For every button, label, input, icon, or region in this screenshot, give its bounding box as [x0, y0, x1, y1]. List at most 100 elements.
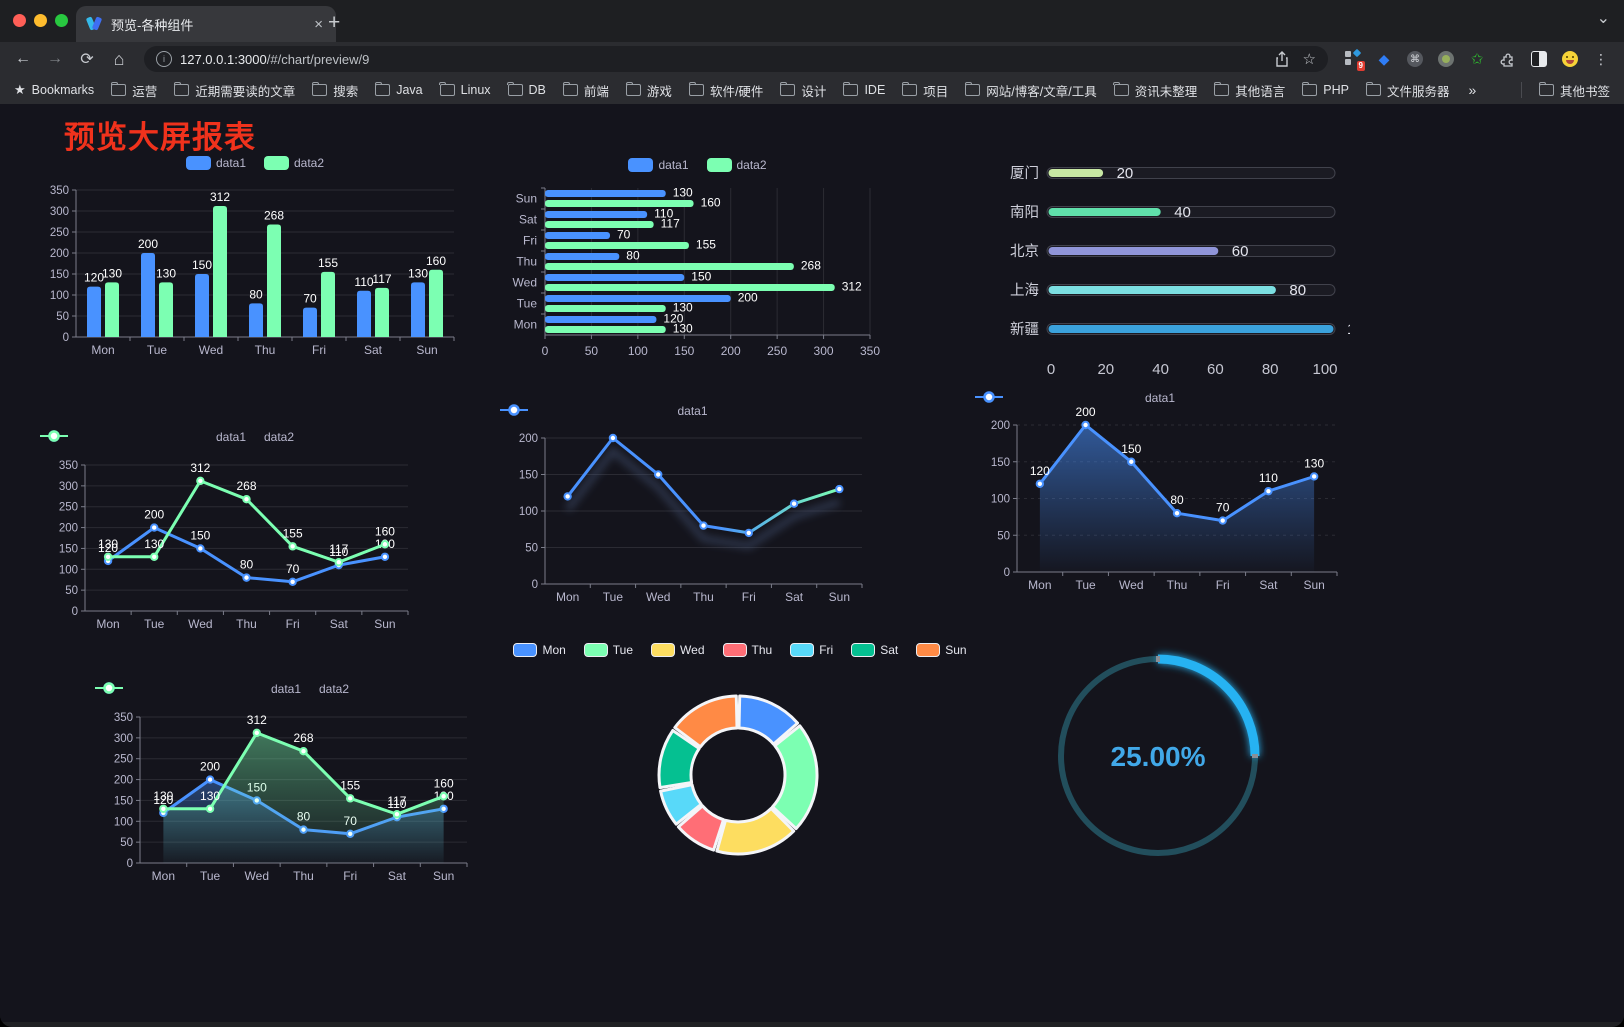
svg-text:110: 110: [354, 275, 373, 289]
extension-kite-icon[interactable]: ◆: [1378, 50, 1390, 67]
dark-reader-icon[interactable]: [1530, 50, 1548, 68]
svg-text:150: 150: [674, 344, 694, 358]
svg-text:150: 150: [59, 543, 78, 555]
chart-legend[interactable]: data1 data2: [505, 158, 890, 172]
close-window-button[interactable]: [13, 14, 26, 27]
svg-text:Sun: Sun: [516, 192, 537, 206]
progress-bar-chart[interactable]: 厦门 20 南阳 40 北京 60 上海 80 新疆 100 0 20 40 60 80 100: [995, 155, 1350, 387]
folder-icon: [439, 81, 455, 96]
svg-text:100: 100: [519, 506, 538, 518]
extension-star-icon[interactable]: ✩: [1470, 51, 1484, 68]
address-bar[interactable]: i 127.0.0.1:3000/#/chart/preview/9 ☆: [144, 46, 1328, 72]
svg-text:117: 117: [372, 272, 391, 286]
site-info-icon[interactable]: i: [156, 51, 172, 67]
bookmark-folder[interactable]: 运营: [110, 81, 157, 100]
chart-legend[interactable]: data1: [975, 391, 1345, 405]
browser-tab[interactable]: 预览-各种组件 ×: [76, 6, 336, 42]
home-button[interactable]: ⌂: [113, 48, 125, 69]
bookmark-folder[interactable]: Java: [374, 81, 423, 100]
donut-chart[interactable]: Mon Tue Wed Thu Fri Sat Sun: [513, 638, 967, 890]
svg-text:50: 50: [65, 585, 78, 597]
svg-text:40: 40: [1174, 204, 1191, 221]
bookmark-folder[interactable]: 项目: [901, 81, 948, 100]
extensions-puzzle-icon[interactable]: [1499, 50, 1517, 68]
share-icon[interactable]: [1275, 51, 1289, 67]
bookmark-folder[interactable]: 近期需要读的文章: [173, 81, 295, 100]
folder-icon: [688, 81, 704, 96]
extension-green-dot-icon[interactable]: [1437, 50, 1455, 68]
svg-text:130: 130: [144, 537, 164, 551]
svg-text:Sun: Sun: [433, 869, 454, 883]
bookmark-folder[interactable]: 软件/硬件: [688, 81, 763, 100]
bookmark-folder[interactable]: 设计: [780, 81, 826, 100]
svg-text:0: 0: [63, 332, 69, 344]
bookmark-folder[interactable]: 搜索: [311, 81, 358, 100]
extension-grid-icon[interactable]: 9: [1344, 48, 1365, 71]
chevron-down-icon[interactable]: ⌄: [1596, 10, 1610, 27]
extension-command-icon[interactable]: ⌘: [1406, 50, 1424, 68]
refresh-button[interactable]: ⟳: [80, 51, 94, 68]
bookmark-folder[interactable]: 前端: [562, 81, 609, 100]
svg-text:312: 312: [190, 461, 210, 475]
svg-text:130: 130: [156, 266, 176, 280]
svg-text:Sat: Sat: [1259, 578, 1278, 592]
folder-icon: [1538, 81, 1554, 96]
multi-line-chart[interactable]: 0 50 100 150 200 250 300 350 Mon Tue Wed Thu Fri Sat S…: [40, 425, 470, 639]
bookmark-folder[interactable]: 其他语言: [1213, 81, 1285, 100]
bookmark-folder[interactable]: DB: [507, 81, 546, 100]
chart-legend[interactable]: data1: [500, 404, 885, 418]
bookmarks-bar: ★ Bookmarks 运营 近期需要读的文章 搜索 Java Linux DB 前端 游戏软…: [0, 76, 1624, 104]
svg-text:80: 80: [1170, 493, 1184, 507]
svg-text:Sun: Sun: [374, 617, 395, 631]
bookmark-folder[interactable]: 网站/博客/文章/工具: [964, 81, 1097, 100]
svg-text:100: 100: [1347, 321, 1350, 338]
forward-button[interactable]: →: [47, 50, 63, 67]
svg-text:40: 40: [1152, 361, 1169, 378]
maximize-window-button[interactable]: [55, 14, 68, 27]
chart-legend[interactable]: data1 data2: [95, 682, 525, 696]
bookmarks-root[interactable]: ★ Bookmarks: [14, 82, 94, 98]
svg-text:Sat: Sat: [364, 343, 383, 357]
svg-text:Wed: Wed: [513, 276, 537, 290]
bookmark-star-icon[interactable]: ☆: [1302, 51, 1316, 68]
bookmark-folder[interactable]: 资讯未整理: [1113, 81, 1197, 100]
area-line-chart[interactable]: 0 50 100 150 200 Mon Tue Wed Thu Fri Sat Sun 120 200 1…: [975, 388, 1345, 600]
bookmark-folder[interactable]: 文件服务器: [1365, 81, 1449, 100]
svg-text:268: 268: [293, 731, 313, 745]
new-tab-button[interactable]: +: [328, 11, 341, 34]
svg-text:100: 100: [991, 494, 1010, 506]
emoji-extension-icon[interactable]: [1561, 50, 1579, 68]
page-title: 预览大屏报表: [64, 120, 256, 155]
gauge-chart[interactable]: 25.00%: [1040, 635, 1280, 885]
gradient-line-chart[interactable]: 0 50 100 150 200 Mon Tue Wed Thu Fri Sat Sun data1: [500, 398, 885, 612]
bookmarks-overflow-button[interactable]: »: [1468, 82, 1477, 98]
horizontal-bar-chart[interactable]: 0 50 100 150 200 250 300 350 Mon Tue Wed Thu Fri Sat S…: [505, 152, 890, 366]
other-bookmarks-button[interactable]: 其他书签: [1538, 81, 1610, 100]
svg-text:Sat: Sat: [785, 590, 804, 604]
multi-area-line-chart[interactable]: 0 50 100 150 200 250 300 350 Mon Tue Wed Thu Fri Sat S…: [95, 676, 525, 890]
chart-legend[interactable]: data1 data2: [40, 430, 470, 444]
grouped-bar-chart[interactable]: 0 50 100 150 200 250 300 350 Mon Tue Wed Thu Fri Sat S…: [40, 150, 470, 364]
minimize-window-button[interactable]: [34, 14, 47, 27]
chart-legend[interactable]: Mon Tue Wed Thu Fri Sat Sun: [513, 643, 967, 657]
svg-text:155: 155: [283, 526, 303, 540]
folder-icon: [1301, 81, 1318, 96]
svg-text:新疆: 新疆: [1010, 321, 1039, 338]
bookmark-folder[interactable]: 游戏: [625, 81, 672, 100]
url-text[interactable]: 127.0.0.1:3000/#/chart/preview/9: [180, 52, 369, 67]
svg-text:70: 70: [1216, 501, 1230, 515]
chart-canvas: 0 50 100 150 200 250 300 350 Mon Tue Wed Thu Fri Sat S…: [59, 460, 409, 631]
svg-text:155: 155: [340, 778, 360, 792]
svg-text:130: 130: [153, 789, 173, 803]
browser-menu-icon[interactable]: ⋮: [1594, 50, 1608, 67]
svg-text:300: 300: [814, 344, 834, 358]
folder-icon: [110, 81, 127, 96]
bookmark-folder[interactable]: Linux: [439, 81, 491, 100]
svg-text:100: 100: [628, 344, 648, 358]
back-button[interactable]: ←: [15, 50, 31, 67]
tab-close-icon[interactable]: ×: [314, 15, 323, 33]
chart-legend[interactable]: data1 data2: [40, 156, 470, 170]
bookmark-folder[interactable]: PHP: [1301, 81, 1349, 100]
bookmark-folder[interactable]: IDE: [843, 81, 885, 100]
